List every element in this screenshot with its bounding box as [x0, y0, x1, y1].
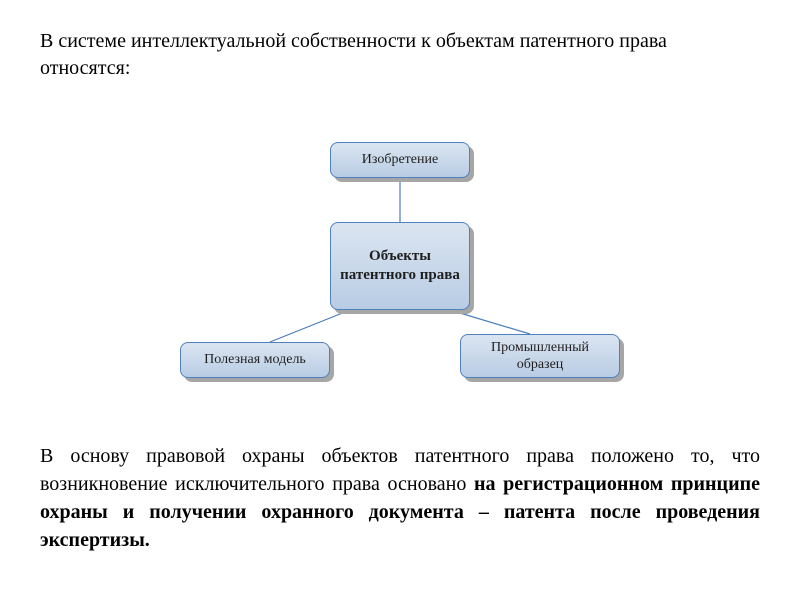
slide-heading: В системе интеллектуальной собственности… — [40, 28, 760, 82]
diagram-node-center: Объекты патентного права — [330, 222, 470, 310]
diagram-node-right: Промышленный образец — [460, 334, 620, 378]
diagram-node-left: Полезная модель — [180, 342, 330, 378]
slide-page: В системе интеллектуальной собственности… — [0, 0, 800, 600]
node-label: Объекты патентного права — [330, 243, 470, 289]
diagram-node-top: Изобретение — [330, 142, 470, 178]
patent-objects-diagram: Объекты патентного права Изобретение Полез… — [140, 142, 660, 402]
node-label: Полезная модель — [198, 347, 312, 373]
slide-footer: В основу правовой охраны объектов патент… — [40, 442, 760, 554]
diagram-edge — [270, 310, 350, 342]
node-label: Изобретение — [356, 147, 444, 173]
node-label: Промышленный образец — [460, 335, 620, 378]
